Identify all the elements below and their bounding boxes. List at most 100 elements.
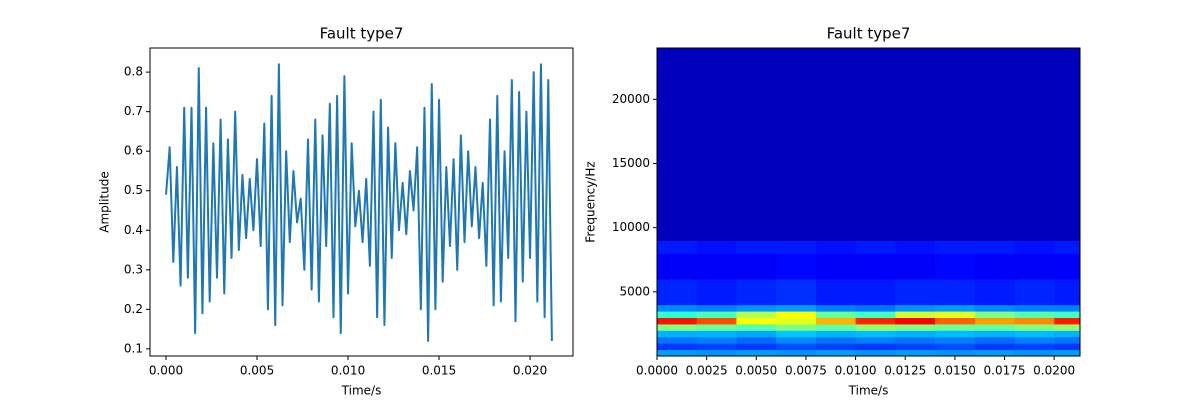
heat-cell [815,317,857,325]
heat-cell [1054,323,1080,331]
y-tick-label: 0.1 [124,341,143,355]
heat-cell [776,253,817,280]
heat-cell [657,240,698,254]
heat-cell [1014,317,1055,325]
heat-cell [776,330,817,338]
heat-cell [895,48,936,241]
x-tick-label: 0.010 [331,364,365,378]
chart-title: Fault type7 [827,25,911,43]
heat-cell [935,48,976,241]
y-tick-label: 20000 [612,92,650,106]
heat-cell [855,253,896,280]
heat-cell [776,336,817,344]
y-axis-label: Amplitude [98,171,112,233]
plot-area [657,48,1080,356]
heat-cell [935,317,976,325]
y-tick-label: 10000 [612,220,650,234]
heat-cell [696,240,737,254]
heat-cell [1054,330,1080,338]
heat-cell [1054,304,1080,312]
heat-cell [1014,323,1055,331]
heat-cell [1014,343,1055,351]
chart-title: Fault type7 [320,25,404,43]
x-tick-label: 0.015 [422,364,456,378]
x-tick-label: 0.0075 [785,364,827,378]
heat-cell [815,304,857,312]
heat-cell [855,343,896,351]
heat-cell [935,304,976,312]
heat-cell [815,240,857,254]
heat-cell [696,343,737,351]
x-tick-label: 0.0100 [835,364,877,378]
heat-cell [974,240,1015,254]
y-tick-label: 0.3 [124,262,143,276]
heat-cell [696,336,737,344]
y-tick-label: 0.2 [124,302,143,316]
heat-cell [1054,253,1080,280]
heat-cell [895,323,936,331]
heat-cell [895,304,936,312]
heat-cell [736,253,777,280]
heat-cell [974,336,1015,344]
heat-cell [815,343,857,351]
heat-cell [657,279,698,306]
heat-cell [895,349,936,356]
heat-cell [974,323,1015,331]
x-tick-label: 0.0200 [1033,364,1075,378]
heat-cell [935,349,976,356]
heat-cell [974,343,1015,351]
y-tick-label: 15000 [612,156,650,170]
heat-cell [935,343,976,351]
heat-cell [736,240,777,254]
heat-cell [736,48,777,241]
heat-cell [895,279,936,306]
heat-cell [696,323,737,331]
line [165,63,553,342]
heat-cell [696,279,737,306]
y-tick-label: 0.7 [124,104,143,118]
heat-cell [1014,304,1055,312]
heat-cell [776,240,817,254]
heat-cell [855,304,896,312]
heat-cell [736,343,777,351]
heat-cell [1014,349,1055,356]
heat-cell [696,304,737,312]
heat-cell [895,330,936,338]
y-axis-label: Frequency/Hz [584,161,598,242]
heat-cell [696,253,737,280]
heat-cell [776,323,817,331]
heat-cell [657,336,698,344]
heat-cell [895,336,936,344]
y-tick-label: 0.8 [124,65,143,79]
heat-cell [736,311,777,318]
heat-cell [696,311,737,318]
heat-cell [815,311,857,318]
heat-cell [776,317,817,325]
heat-cell [657,343,698,351]
heat-cell [974,330,1015,338]
x-axis-label: Time/s [341,384,382,398]
heat-cell [776,48,817,241]
heat-cell [855,349,896,356]
heat-cell [974,279,1015,306]
heat-cell [974,317,1015,325]
heat-cell [974,311,1015,318]
heat-cell [696,349,737,356]
heat-cell [1014,240,1055,254]
heat-cell [935,330,976,338]
heat-cell [974,304,1015,312]
x-tick-label: 0.005 [240,364,274,378]
heat-cell [935,336,976,344]
heat-cell [736,279,777,306]
heat-cell [1014,253,1055,280]
heat-cell [657,304,698,312]
heat-cell [855,311,896,318]
heat-cell [1014,336,1055,344]
heat-cell [1054,311,1080,318]
heat-cell [974,48,1015,241]
x-tick-label: 0.0000 [636,364,678,378]
heat-cell [815,336,857,344]
heat-cell [657,311,698,318]
heat-cell [815,279,857,306]
